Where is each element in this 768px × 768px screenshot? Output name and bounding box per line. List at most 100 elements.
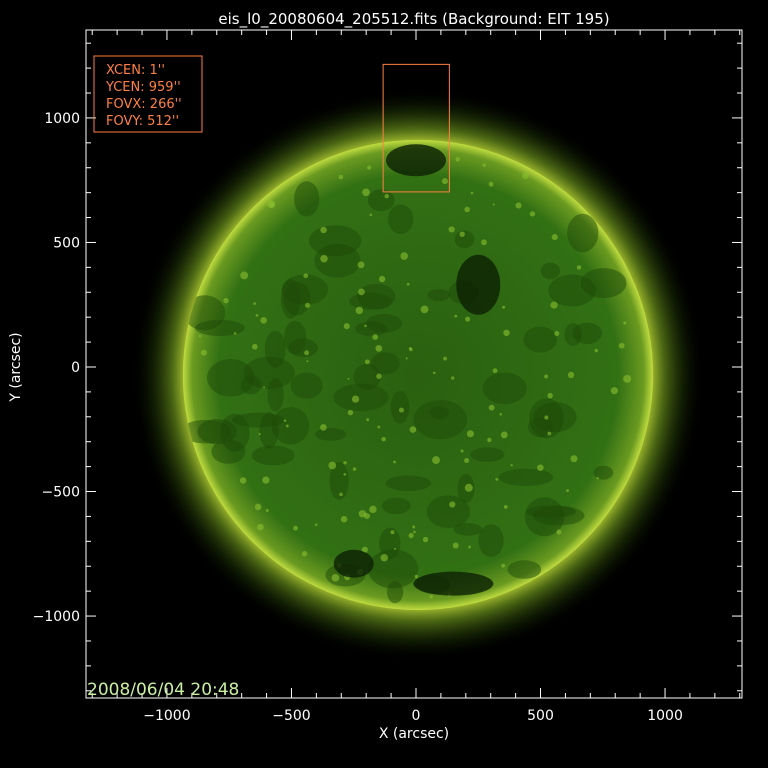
dark-region — [427, 289, 451, 302]
bright-point — [482, 163, 486, 167]
bright-point — [375, 344, 383, 352]
bright-point — [414, 574, 419, 579]
bright-point — [464, 483, 473, 492]
dark-region — [271, 407, 310, 445]
bright-point — [495, 478, 499, 481]
info-ycen: YCEN: 959'' — [105, 80, 181, 95]
bright-point — [488, 181, 494, 187]
x-tick-label: −1000 — [143, 708, 190, 724]
bright-point — [285, 424, 289, 428]
bright-point — [567, 371, 575, 379]
bright-point — [361, 546, 368, 553]
bright-point — [268, 201, 276, 208]
bright-point — [320, 226, 327, 234]
bright-point — [393, 460, 396, 464]
bright-point — [240, 271, 249, 280]
dark-region — [290, 372, 323, 399]
bright-point — [432, 371, 436, 375]
dark-region — [426, 495, 471, 529]
coronal-hole — [413, 571, 494, 596]
bright-point — [366, 418, 370, 422]
bright-point — [488, 404, 495, 411]
dark-region — [353, 364, 381, 390]
dark-region — [251, 445, 295, 466]
x-tick-label: −500 — [272, 708, 310, 724]
dark-region — [524, 497, 565, 537]
bright-point — [459, 231, 465, 237]
y-tick-label: 0 — [71, 360, 80, 376]
bright-point — [465, 316, 471, 322]
bright-point — [251, 343, 258, 350]
y-tick-label: −500 — [42, 485, 80, 501]
bright-point — [408, 532, 414, 539]
dark-region — [390, 390, 410, 424]
solar-features — [182, 144, 632, 604]
bright-point — [351, 395, 360, 403]
bright-point — [550, 301, 558, 309]
dark-region — [329, 462, 349, 501]
coronal-hole — [456, 254, 501, 315]
dark-region — [232, 412, 285, 428]
bright-point — [283, 419, 287, 422]
bright-point — [200, 349, 207, 356]
bright-point — [343, 461, 347, 465]
bright-point — [372, 334, 379, 340]
dark-region — [314, 243, 361, 278]
y-axis-label: Y (arcsec) — [8, 332, 24, 402]
bright-point — [566, 489, 570, 493]
bright-point — [455, 157, 460, 162]
bright-point — [343, 473, 347, 476]
bright-point — [408, 347, 412, 350]
chart-title: eis_l0_20080604_205512.fits (Background:… — [218, 10, 609, 29]
dark-region — [429, 406, 449, 419]
bright-point — [492, 203, 495, 206]
bright-point — [448, 226, 455, 233]
bright-point — [409, 426, 417, 433]
bright-point — [304, 302, 311, 308]
bright-point — [304, 350, 310, 356]
coronal-hole — [333, 549, 374, 578]
bright-point — [198, 334, 202, 338]
y-tick-label: −1000 — [33, 609, 80, 625]
info-box — [93, 55, 203, 133]
bright-point — [529, 211, 536, 217]
bright-point — [223, 297, 229, 304]
bright-point — [500, 431, 508, 439]
bright-point — [394, 547, 397, 550]
dark-region — [207, 358, 255, 397]
fov-box — [382, 63, 450, 193]
dark-region — [183, 295, 226, 331]
bright-point — [503, 329, 510, 337]
dark-region — [348, 292, 392, 310]
dark-region — [507, 560, 542, 579]
axis-ticks — [86, 30, 742, 698]
bright-point — [381, 436, 386, 442]
bright-point — [576, 265, 582, 270]
bright-point — [503, 504, 508, 509]
bright-point — [257, 523, 264, 531]
info-fovy: FOVY: 512'' — [106, 114, 179, 129]
bright-point — [239, 477, 247, 484]
bright-point — [254, 503, 262, 511]
bright-point — [464, 206, 470, 213]
bright-point — [343, 323, 350, 330]
bright-point — [413, 530, 416, 534]
dark-region — [243, 356, 295, 389]
bright-point — [481, 239, 487, 246]
bright-point — [262, 476, 270, 484]
x-tick-label: 1000 — [647, 708, 683, 724]
x-tick-label: 500 — [527, 708, 554, 724]
bright-point — [384, 193, 389, 199]
bright-point — [293, 525, 298, 531]
plot-frame — [85, 29, 743, 699]
bright-point — [339, 492, 343, 497]
coronal-hole — [385, 144, 446, 177]
bright-point — [452, 542, 459, 549]
bright-point — [347, 377, 350, 380]
bright-point — [556, 529, 562, 535]
bright-point — [623, 321, 627, 325]
dark-region — [523, 326, 558, 353]
bright-point — [357, 261, 365, 269]
bright-point — [369, 505, 377, 514]
